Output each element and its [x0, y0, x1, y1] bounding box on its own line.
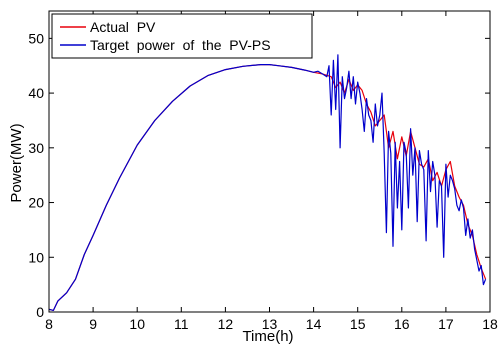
x-tick-label: 16	[394, 316, 410, 332]
y-tick-label: 40	[28, 85, 44, 101]
series-line-target-power	[49, 54, 487, 311]
legend-label: Actual PV	[90, 19, 156, 35]
y-tick-label: 20	[28, 195, 44, 211]
y-tick-label: 10	[28, 249, 44, 265]
x-tick-label: 8	[45, 316, 53, 332]
legend: Actual PV Target power of the PV-PS	[51, 13, 313, 59]
x-tick-label: 9	[89, 316, 97, 332]
x-tick-label: 10	[129, 316, 145, 332]
x-axis-label: Time(h)	[242, 328, 293, 345]
x-tick-label: 12	[218, 316, 234, 332]
x-tick-label: 11	[174, 316, 189, 332]
x-tick-label: 18	[482, 316, 498, 332]
legend-label: Target power of the PV-PS	[90, 37, 271, 53]
y-tick-label: 50	[28, 30, 44, 46]
y-tick-label: 30	[28, 140, 44, 156]
axes: 8 9 10 11 12 13 14 15 16 17 18 0 10 20 30 40 50	[28, 10, 498, 332]
x-tick-label: 17	[438, 316, 454, 332]
legend-box	[51, 13, 313, 59]
y-axis-label: Power(MW)	[8, 123, 25, 202]
x-tick-label: 14	[306, 316, 322, 332]
y-tick-label: 0	[36, 304, 44, 320]
x-tick-label: 13	[262, 316, 278, 332]
x-tick-label: 15	[350, 316, 366, 332]
